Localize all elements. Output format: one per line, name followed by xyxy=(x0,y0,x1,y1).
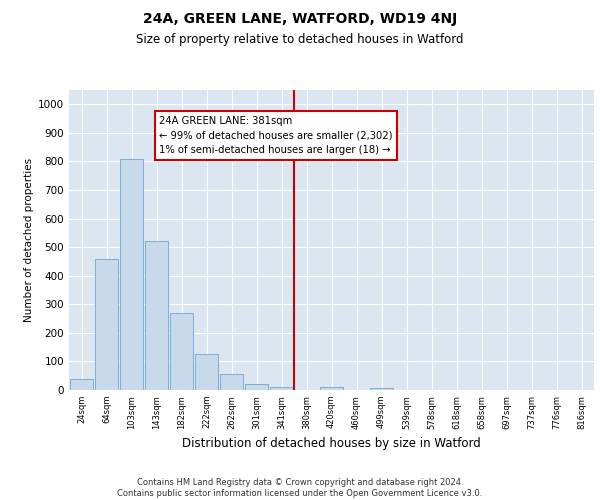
Bar xyxy=(245,384,268,390)
Bar xyxy=(320,386,343,390)
Bar xyxy=(119,158,143,390)
Bar xyxy=(220,374,244,390)
X-axis label: Distribution of detached houses by size in Watford: Distribution of detached houses by size … xyxy=(182,437,481,450)
Text: Size of property relative to detached houses in Watford: Size of property relative to detached ho… xyxy=(136,32,464,46)
Text: Contains HM Land Registry data © Crown copyright and database right 2024.
Contai: Contains HM Land Registry data © Crown c… xyxy=(118,478,482,498)
Bar xyxy=(194,354,218,390)
Text: 24A, GREEN LANE, WATFORD, WD19 4NJ: 24A, GREEN LANE, WATFORD, WD19 4NJ xyxy=(143,12,457,26)
Bar xyxy=(95,258,118,390)
Bar xyxy=(145,242,169,390)
Bar xyxy=(70,378,94,390)
Bar xyxy=(370,388,394,390)
Y-axis label: Number of detached properties: Number of detached properties xyxy=(24,158,34,322)
Bar xyxy=(170,313,193,390)
Text: 24A GREEN LANE: 381sqm
← 99% of detached houses are smaller (2,302)
1% of semi-d: 24A GREEN LANE: 381sqm ← 99% of detached… xyxy=(159,116,392,156)
Bar xyxy=(269,386,293,390)
